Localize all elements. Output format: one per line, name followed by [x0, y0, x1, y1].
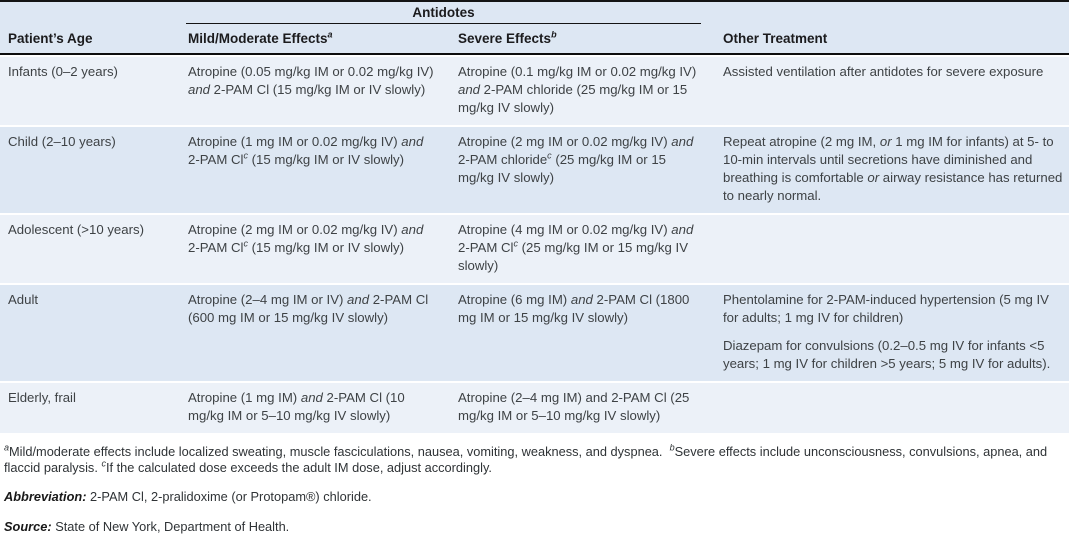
abbreviation-label: Abbreviation: — [4, 489, 86, 504]
other-treatment-text: Repeat atropine (2 mg IM, or 1 mg IM for… — [723, 133, 1063, 205]
age-cell: Adolescent (>10 years) — [0, 215, 180, 283]
mild-effects-cell: Atropine (2–4 mg IM or IV) and 2-PAM Cl … — [180, 285, 450, 381]
other-treatment-cell: Phentolamine for 2-PAM-induced hypertens… — [715, 285, 1069, 381]
other-treatment-cell: Assisted ventilation after antidotes for… — [715, 57, 1069, 125]
table-row-child: Child (2–10 years) Atropine (1 mg IM or … — [0, 127, 1069, 213]
source-text: State of New York, Department of Health. — [55, 519, 289, 534]
footnote-source: Source: State of New York, Department of… — [4, 519, 1065, 534]
other-treatment-cell: Repeat atropine (2 mg IM, or 1 mg IM for… — [715, 127, 1069, 213]
severe-effects-cell: Atropine (6 mg IM) and 2-PAM Cl (1800 mg… — [450, 285, 715, 381]
table-row-elderly: Elderly, frail Atropine (1 mg IM) and 2-… — [0, 383, 1069, 433]
column-header-severe-effects: Severe Effectsb — [450, 24, 715, 53]
footnote-effects-definitions: aMild/moderate effects include localized… — [4, 444, 1065, 475]
column-header-mild-moderate-effects: Mild/Moderate Effectsa — [180, 24, 450, 53]
severe-effects-cell: Atropine (0.1 mg/kg IM or 0.02 mg/kg IV)… — [450, 57, 715, 125]
table-body: Infants (0–2 years) Atropine (0.05 mg/kg… — [0, 57, 1069, 433]
age-cell: Adult — [0, 285, 180, 381]
mild-effects-cell: Atropine (2 mg IM or 0.02 mg/kg IV) and … — [180, 215, 450, 283]
age-cell: Elderly, frail — [0, 383, 180, 433]
mild-effects-cell: Atropine (0.05 mg/kg IM or 0.02 mg/kg IV… — [180, 57, 450, 125]
antidotes-table: Antidotes Patient’s Age Mild/Moderate Ef… — [0, 0, 1069, 433]
other-treatment-cell — [715, 215, 1069, 283]
severe-effects-cell: Atropine (4 mg IM or 0.02 mg/kg IV) and … — [450, 215, 715, 283]
other-treatment-cell — [715, 383, 1069, 433]
antidotes-spanner-heading: Antidotes — [186, 5, 701, 24]
severe-effects-cell: Atropine (2 mg IM or 0.02 mg/kg IV) and … — [450, 127, 715, 213]
mild-effects-cell: Atropine (1 mg IM or 0.02 mg/kg IV) and … — [180, 127, 450, 213]
other-treatment-text: Assisted ventilation after antidotes for… — [723, 63, 1063, 81]
table-row-adult: Adult Atropine (2–4 mg IM or IV) and 2-P… — [0, 285, 1069, 381]
table-header: Antidotes Patient’s Age Mild/Moderate Ef… — [0, 2, 1069, 55]
age-cell: Infants (0–2 years) — [0, 57, 180, 125]
mild-effects-cell: Atropine (1 mg IM) and 2-PAM Cl (10 mg/k… — [180, 383, 450, 433]
column-header-patients-age: Patient’s Age — [0, 24, 180, 53]
spanner-row: Antidotes — [0, 2, 1069, 24]
other-treatment-text: Phentolamine for 2-PAM-induced hypertens… — [723, 291, 1063, 327]
table-row-adolescent: Adolescent (>10 years) Atropine (2 mg IM… — [0, 215, 1069, 283]
abbreviation-text: 2-PAM Cl, 2-pralidoxime (or Protopam®) c… — [90, 489, 372, 504]
footnote-abbreviation: Abbreviation: 2-PAM Cl, 2-pralidoxime (o… — [4, 489, 1065, 505]
other-treatment-text: Diazepam for convulsions (0.2–0.5 mg IV … — [723, 337, 1063, 373]
source-label: Source: — [4, 519, 52, 534]
severe-effects-cell: Atropine (2–4 mg IM) and 2-PAM Cl (25 mg… — [450, 383, 715, 433]
column-header-other-treatment: Other Treatment — [715, 24, 1069, 53]
age-cell: Child (2–10 years) — [0, 127, 180, 213]
table-row-infants: Infants (0–2 years) Atropine (0.05 mg/kg… — [0, 57, 1069, 125]
column-header-row: Patient’s Age Mild/Moderate Effectsa Sev… — [0, 24, 1069, 55]
